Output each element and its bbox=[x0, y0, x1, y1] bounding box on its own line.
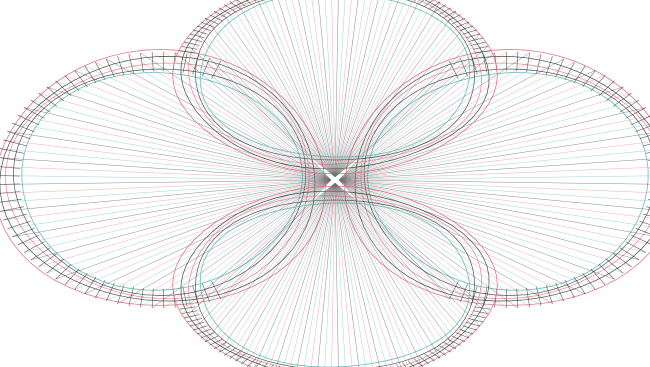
left-lobe bbox=[0, 48, 332, 309]
right-lobe bbox=[338, 48, 650, 309]
top-lobe bbox=[172, 0, 498, 178]
bottom-lobe bbox=[172, 182, 498, 367]
